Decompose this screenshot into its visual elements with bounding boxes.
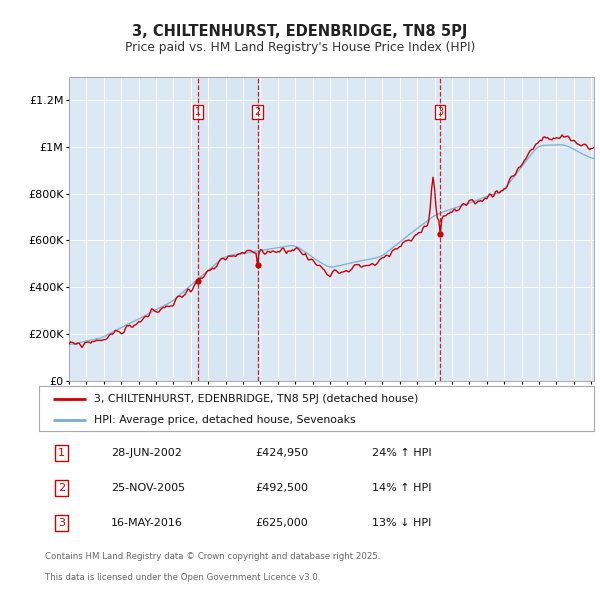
Text: HPI: Average price, detached house, Sevenoaks: HPI: Average price, detached house, Seve… (95, 415, 356, 425)
Text: 3: 3 (58, 518, 65, 528)
Text: £625,000: £625,000 (256, 518, 308, 528)
Text: 2: 2 (254, 107, 260, 117)
Text: 1: 1 (58, 448, 65, 458)
Text: 1: 1 (195, 107, 201, 117)
Text: £424,950: £424,950 (256, 448, 308, 458)
Text: 16-MAY-2016: 16-MAY-2016 (111, 518, 183, 528)
Text: Contains HM Land Registry data © Crown copyright and database right 2025.: Contains HM Land Registry data © Crown c… (44, 552, 380, 560)
Text: 3, CHILTENHURST, EDENBRIDGE, TN8 5PJ (detached house): 3, CHILTENHURST, EDENBRIDGE, TN8 5PJ (de… (95, 394, 419, 404)
Text: £492,500: £492,500 (256, 483, 308, 493)
Text: Price paid vs. HM Land Registry's House Price Index (HPI): Price paid vs. HM Land Registry's House … (125, 41, 475, 54)
Bar (198, 77, 257, 381)
Text: 14% ↑ HPI: 14% ↑ HPI (372, 483, 431, 493)
Text: 28-JUN-2002: 28-JUN-2002 (111, 448, 182, 458)
Text: 2: 2 (58, 483, 65, 493)
Text: 13% ↓ HPI: 13% ↓ HPI (372, 518, 431, 528)
Text: This data is licensed under the Open Government Licence v3.0.: This data is licensed under the Open Gov… (44, 572, 320, 582)
Text: 25-NOV-2005: 25-NOV-2005 (111, 483, 185, 493)
Text: 3: 3 (437, 107, 443, 117)
Text: 24% ↑ HPI: 24% ↑ HPI (372, 448, 431, 458)
Text: 3, CHILTENHURST, EDENBRIDGE, TN8 5PJ: 3, CHILTENHURST, EDENBRIDGE, TN8 5PJ (133, 24, 467, 38)
